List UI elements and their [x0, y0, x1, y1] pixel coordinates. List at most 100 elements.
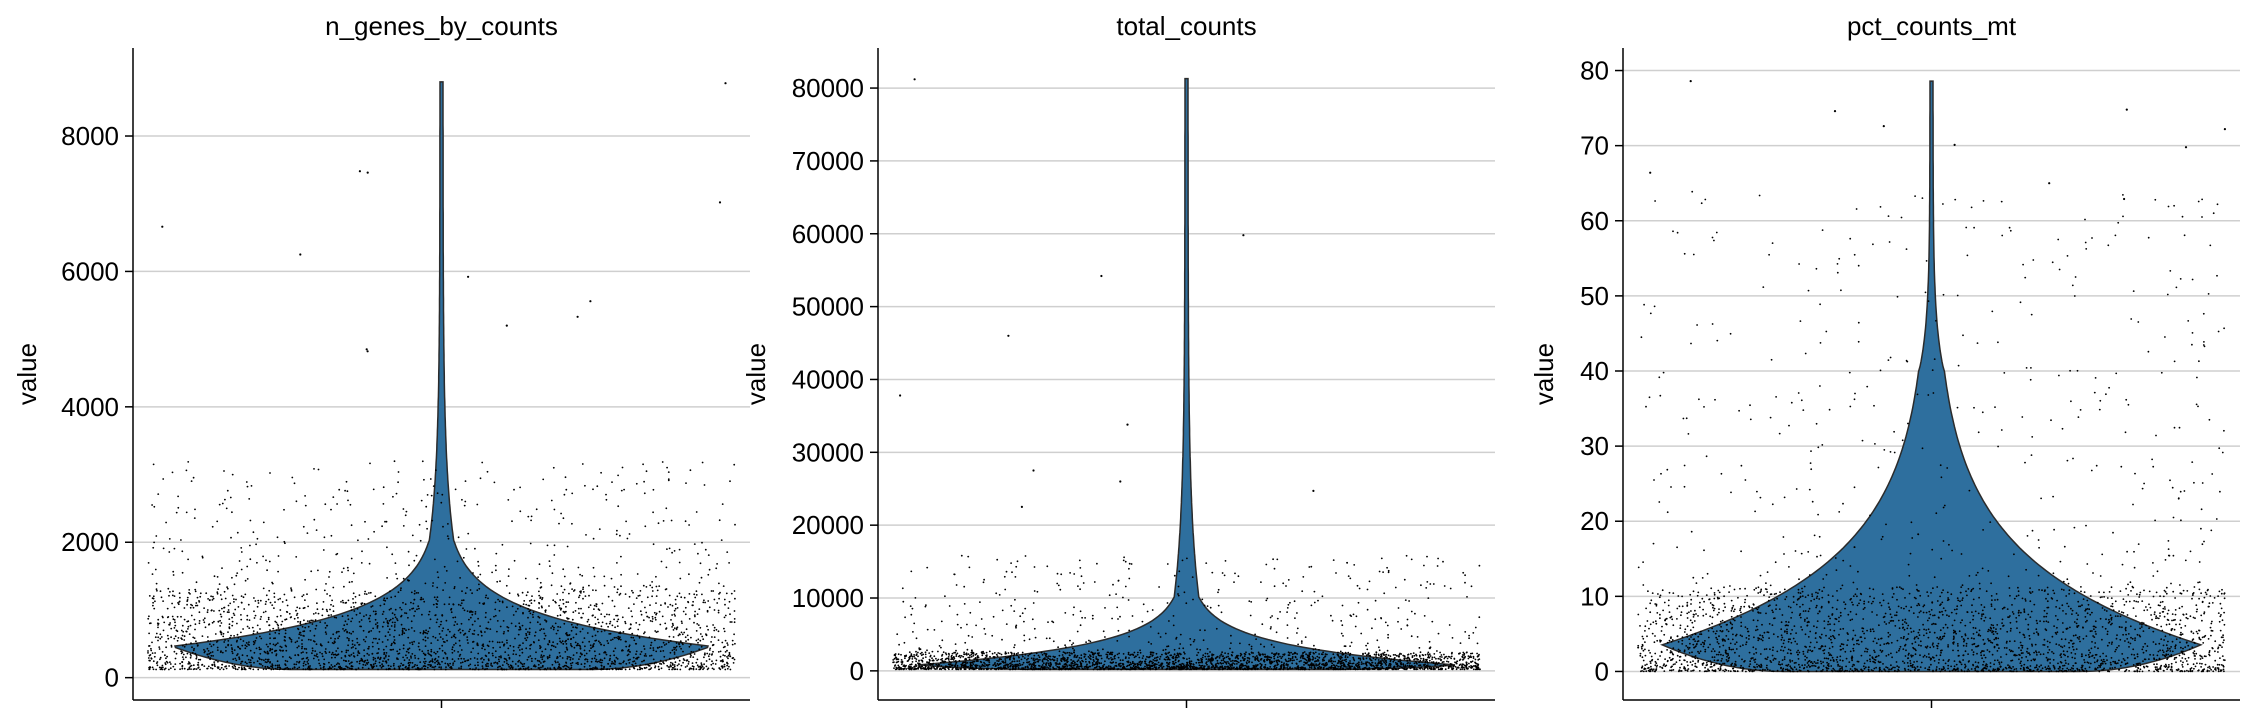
- strip-point: [324, 622, 326, 624]
- strip-point: [373, 530, 375, 533]
- strip-point: [387, 658, 390, 661]
- strip-point: [413, 592, 416, 595]
- strip-point: [1338, 656, 1341, 658]
- strip-point: [1017, 652, 1019, 654]
- strip-point: [652, 511, 654, 514]
- strip-point: [518, 659, 520, 662]
- strip-point: [695, 511, 698, 513]
- strip-point: [385, 668, 388, 671]
- strip-point: [206, 647, 209, 650]
- strip-point: [175, 652, 178, 655]
- strip-point: [453, 650, 456, 652]
- strip-point: [197, 661, 200, 664]
- strip-point: [271, 582, 274, 585]
- strip-point: [390, 665, 392, 668]
- strip-point: [1404, 664, 1407, 667]
- strip-point: [586, 660, 589, 663]
- strip-point: [1016, 665, 1018, 668]
- strip-point: [402, 656, 404, 659]
- strip-point: [440, 620, 443, 623]
- strip-point: [284, 618, 286, 621]
- strip-point: [1139, 663, 1142, 666]
- strip-point: [384, 635, 387, 638]
- strip-point: [982, 652, 985, 654]
- strip-point: [1373, 667, 1376, 670]
- strip-point: [1120, 668, 1122, 671]
- strip-point: [1131, 662, 1134, 665]
- strip-point: [566, 617, 569, 620]
- strip-point: [671, 551, 673, 554]
- strip-point: [352, 598, 354, 600]
- strip-point: [383, 657, 386, 659]
- strip-point: [498, 665, 501, 668]
- strip-point: [657, 665, 660, 668]
- strip-point: [719, 591, 721, 594]
- strip-point: [1027, 657, 1029, 660]
- strip-point: [1091, 652, 1094, 654]
- strip-point: [1014, 667, 1017, 670]
- strip-point: [269, 472, 271, 474]
- strip-point: [452, 616, 455, 619]
- strip-point: [347, 649, 349, 652]
- strip-point: [338, 635, 341, 638]
- strip-point: [382, 648, 385, 651]
- strip-point: [535, 508, 538, 511]
- strip-point: [650, 641, 653, 644]
- strip-point: [565, 646, 568, 649]
- strip-point: [194, 590, 197, 593]
- strip-point: [225, 650, 227, 652]
- strip-point: [361, 602, 364, 604]
- strip-point: [606, 613, 608, 616]
- strip-point: [236, 572, 239, 574]
- strip-point: [322, 549, 325, 551]
- strip-point: [603, 651, 605, 654]
- strip-point: [419, 539, 422, 542]
- strip-point: [603, 644, 605, 647]
- strip-point: [459, 631, 462, 634]
- strip-point: [183, 607, 186, 609]
- strip-point: [221, 607, 223, 610]
- strip-point: [492, 646, 495, 649]
- strip-point: [613, 636, 616, 639]
- strip-point: [628, 595, 631, 598]
- strip-point: [402, 664, 405, 666]
- strip-point: [509, 667, 512, 670]
- strip-point: [728, 651, 731, 654]
- strip-point: [717, 639, 720, 641]
- strip-point: [362, 638, 365, 641]
- strip-point: [148, 668, 151, 670]
- strip-point: [1424, 663, 1426, 666]
- strip-point: [472, 640, 475, 643]
- strip-point: [358, 643, 361, 646]
- strip-point: [1418, 667, 1421, 670]
- strip-point: [428, 610, 431, 613]
- strip-point: [171, 615, 174, 618]
- strip-point: [1299, 668, 1302, 671]
- strip-point: [188, 589, 191, 591]
- strip-point: [613, 605, 616, 608]
- strip-point: [665, 566, 668, 569]
- strip-point: [662, 520, 665, 522]
- strip-point: [507, 629, 509, 632]
- strip-point: [957, 655, 960, 658]
- strip-point: [1082, 660, 1084, 663]
- strip-point: [614, 626, 616, 629]
- strip-point: [528, 631, 531, 634]
- strip-point: [711, 667, 714, 670]
- strip-point: [324, 668, 326, 670]
- strip-point: [325, 652, 327, 654]
- strip-point: [162, 629, 165, 632]
- strip-point: [465, 548, 468, 550]
- strip-point: [192, 606, 195, 609]
- strip-point: [192, 649, 195, 652]
- strip-point: [1333, 656, 1336, 659]
- strip-point: [347, 614, 349, 617]
- strip-point: [293, 666, 296, 669]
- strip-point: [679, 668, 682, 671]
- strip-point: [526, 636, 529, 639]
- strip-point: [425, 505, 428, 508]
- strip-point: [181, 638, 183, 641]
- strip-point: [697, 624, 700, 626]
- strip-point: [569, 662, 572, 665]
- strip-point: [551, 572, 554, 575]
